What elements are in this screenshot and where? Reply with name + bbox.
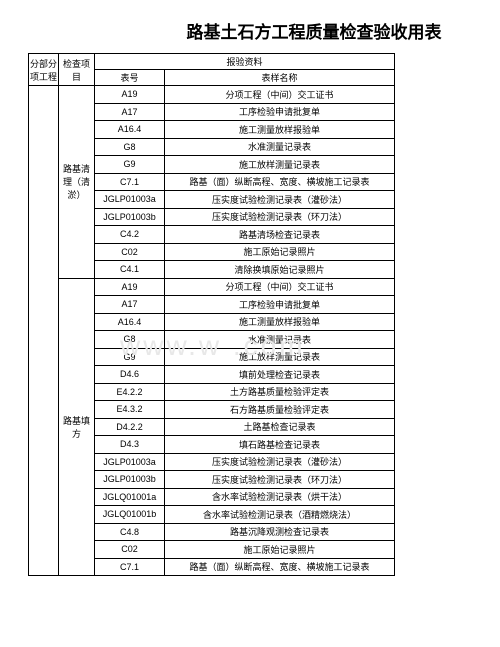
header-group: 报验资料 bbox=[95, 54, 395, 70]
page-title: 路基土石方工程质量检查验收用表 bbox=[28, 18, 500, 43]
header-col3: 表号 bbox=[95, 70, 165, 86]
document-page: 路基土石方工程质量检查验收用表 分部分项工程 检查项目 报验资料 表号 表样名称… bbox=[0, 0, 500, 576]
form-code-cell: JGLP01003a bbox=[95, 191, 165, 209]
form-code-cell: G8 bbox=[95, 331, 165, 349]
form-name-cell: 施工原始记录照片 bbox=[165, 243, 395, 261]
form-name-cell: 分项工程（中间）交工证书 bbox=[165, 278, 395, 296]
form-name-cell: 含水率试验检测记录表（酒精燃烧法） bbox=[165, 506, 395, 524]
form-code-cell: JGLP01003b bbox=[95, 208, 165, 226]
form-code-cell: G9 bbox=[95, 156, 165, 174]
form-code-cell: G9 bbox=[95, 348, 165, 366]
form-name-cell: 水准测量记录表 bbox=[165, 138, 395, 156]
form-code-cell: A17 bbox=[95, 296, 165, 314]
form-name-cell: 工序检验申请批复单 bbox=[165, 296, 395, 314]
form-name-cell: 含水率试验检测记录表（烘干法） bbox=[165, 488, 395, 506]
header-col1: 分部分项工程 bbox=[29, 54, 59, 86]
form-code-cell: C7.1 bbox=[95, 558, 165, 576]
form-code-cell: A17 bbox=[95, 103, 165, 121]
form-name-cell: 施工放样测量记录表 bbox=[165, 156, 395, 174]
form-name-cell: 压实度试验检测记录表（灌砂法） bbox=[165, 191, 395, 209]
form-name-cell: 施工测量放样报验单 bbox=[165, 121, 395, 139]
form-code-cell: JGLP01003b bbox=[95, 471, 165, 489]
form-code-cell: D4.2.2 bbox=[95, 418, 165, 436]
form-code-cell: C4.2 bbox=[95, 226, 165, 244]
form-code-cell: C7.1 bbox=[95, 173, 165, 191]
form-code-cell: E4.3.2 bbox=[95, 401, 165, 419]
form-name-cell: 压实度试验检测记录表（灌砂法） bbox=[165, 453, 395, 471]
form-name-cell: 土路基检查记录表 bbox=[165, 418, 395, 436]
category-cell bbox=[29, 86, 59, 576]
form-code-cell: A19 bbox=[95, 86, 165, 104]
form-name-cell: 压实度试验检测记录表（环刀法） bbox=[165, 471, 395, 489]
form-name-cell: 施工放样测量记录表 bbox=[165, 348, 395, 366]
form-code-cell: JGLP01003a bbox=[95, 453, 165, 471]
form-name-cell: 施工测量放样报验单 bbox=[165, 313, 395, 331]
form-name-cell: 路基沉降观测检查记录表 bbox=[165, 523, 395, 541]
form-code-cell: JGLQ01001b bbox=[95, 506, 165, 524]
form-code-cell: C02 bbox=[95, 541, 165, 559]
form-code-cell: A16.4 bbox=[95, 121, 165, 139]
form-name-cell: 路基（面）纵断高程、宽度、横坡施工记录表 bbox=[165, 558, 395, 576]
table-row: 路基清理（清淤）A19分项工程（中间）交工证书 bbox=[29, 86, 395, 104]
form-code-cell: G8 bbox=[95, 138, 165, 156]
form-code-cell: C4.8 bbox=[95, 523, 165, 541]
form-name-cell: 路基（面）纵断高程、宽度、横坡施工记录表 bbox=[165, 173, 395, 191]
form-name-cell: 石方路基质量检验评定表 bbox=[165, 401, 395, 419]
inspection-table: 分部分项工程 检查项目 报验资料 表号 表样名称 路基清理（清淤）A19分项工程… bbox=[28, 53, 395, 576]
form-code-cell: C4.1 bbox=[95, 261, 165, 279]
form-code-cell: JGLQ01001a bbox=[95, 488, 165, 506]
form-name-cell: 水准测量记录表 bbox=[165, 331, 395, 349]
form-name-cell: 压实度试验检测记录表（环刀法） bbox=[165, 208, 395, 226]
form-code-cell: D4.3 bbox=[95, 436, 165, 454]
form-name-cell: 填石路基检查记录表 bbox=[165, 436, 395, 454]
header-col4: 表样名称 bbox=[165, 70, 395, 86]
form-code-cell: D4.6 bbox=[95, 366, 165, 384]
table-row: 路基填方A19分项工程（中间）交工证书 bbox=[29, 278, 395, 296]
form-code-cell: C02 bbox=[95, 243, 165, 261]
form-name-cell: 分项工程（中间）交工证书 bbox=[165, 86, 395, 104]
section-name-cell: 路基清理（清淤） bbox=[59, 86, 95, 279]
form-name-cell: 施工原始记录照片 bbox=[165, 541, 395, 559]
form-code-cell: A16.4 bbox=[95, 313, 165, 331]
form-name-cell: 填前处理检查记录表 bbox=[165, 366, 395, 384]
form-name-cell: 工序检验申请批复单 bbox=[165, 103, 395, 121]
section-name-cell: 路基填方 bbox=[59, 278, 95, 576]
form-name-cell: 清除换填原始记录照片 bbox=[165, 261, 395, 279]
form-name-cell: 路基清场检查记录表 bbox=[165, 226, 395, 244]
form-code-cell: A19 bbox=[95, 278, 165, 296]
header-col2: 检查项目 bbox=[59, 54, 95, 86]
form-code-cell: E4.2.2 bbox=[95, 383, 165, 401]
form-name-cell: 土方路基质量检验评定表 bbox=[165, 383, 395, 401]
